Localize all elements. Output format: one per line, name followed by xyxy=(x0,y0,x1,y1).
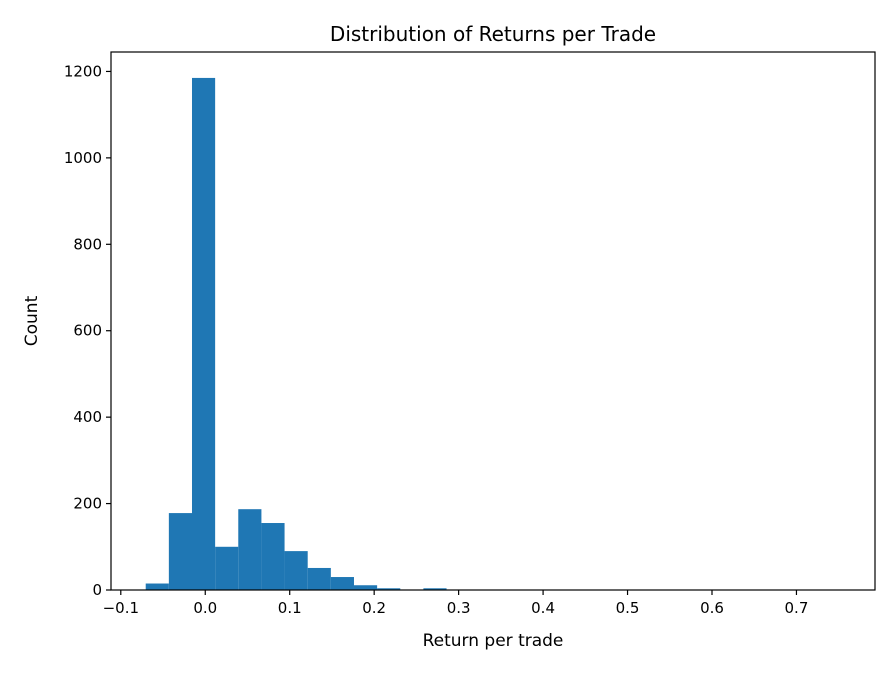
y-tick-label: 1000 xyxy=(64,149,102,167)
histogram-bar xyxy=(215,547,238,590)
histogram-bar xyxy=(285,551,308,590)
x-tick-label: 0.4 xyxy=(531,599,555,617)
x-axis-label: Return per trade xyxy=(423,631,564,651)
plot-frame xyxy=(111,52,875,590)
y-tick-label: 1200 xyxy=(64,62,102,80)
x-tick-label: 0.7 xyxy=(785,599,809,617)
histogram-bar xyxy=(308,568,331,590)
y-axis: 0 200 400 600 800 1000 1200 xyxy=(64,62,111,599)
x-tick-label: −0.1 xyxy=(103,599,139,617)
y-axis-label: Count xyxy=(22,295,42,346)
x-tick-label: 0.0 xyxy=(193,599,217,617)
y-tick-label: 0 xyxy=(92,581,102,599)
y-tick-label: 400 xyxy=(73,408,102,426)
histogram-bar xyxy=(261,523,284,590)
x-tick-label: 0.6 xyxy=(700,599,724,617)
x-tick-label: 0.2 xyxy=(362,599,386,617)
histogram-bar xyxy=(192,78,215,590)
y-tick-label: 600 xyxy=(73,322,102,340)
x-tick-label: 0.1 xyxy=(278,599,302,617)
histogram-bar xyxy=(354,585,377,590)
chart-title: Distribution of Returns per Trade xyxy=(330,22,656,46)
x-tick-label: 0.5 xyxy=(616,599,640,617)
histogram-bar xyxy=(146,584,169,590)
histogram-bar xyxy=(238,509,261,590)
histogram-bar xyxy=(331,577,354,590)
histogram-bar xyxy=(169,513,192,590)
y-tick-label: 800 xyxy=(73,235,102,253)
x-axis: −0.1 0.0 0.1 0.2 0.3 0.4 0.5 0.6 0.7 xyxy=(103,590,809,617)
x-tick-label: 0.3 xyxy=(447,599,471,617)
y-tick-label: 200 xyxy=(73,495,102,513)
bars xyxy=(146,78,840,590)
